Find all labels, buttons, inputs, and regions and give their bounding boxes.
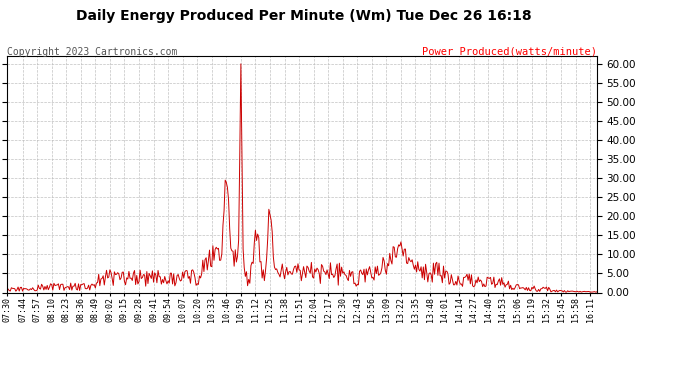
Text: Copyright 2023 Cartronics.com: Copyright 2023 Cartronics.com: [7, 47, 177, 57]
Text: Power Produced(watts/minute): Power Produced(watts/minute): [422, 47, 597, 57]
Text: Daily Energy Produced Per Minute (Wm) Tue Dec 26 16:18: Daily Energy Produced Per Minute (Wm) Tu…: [76, 9, 531, 23]
